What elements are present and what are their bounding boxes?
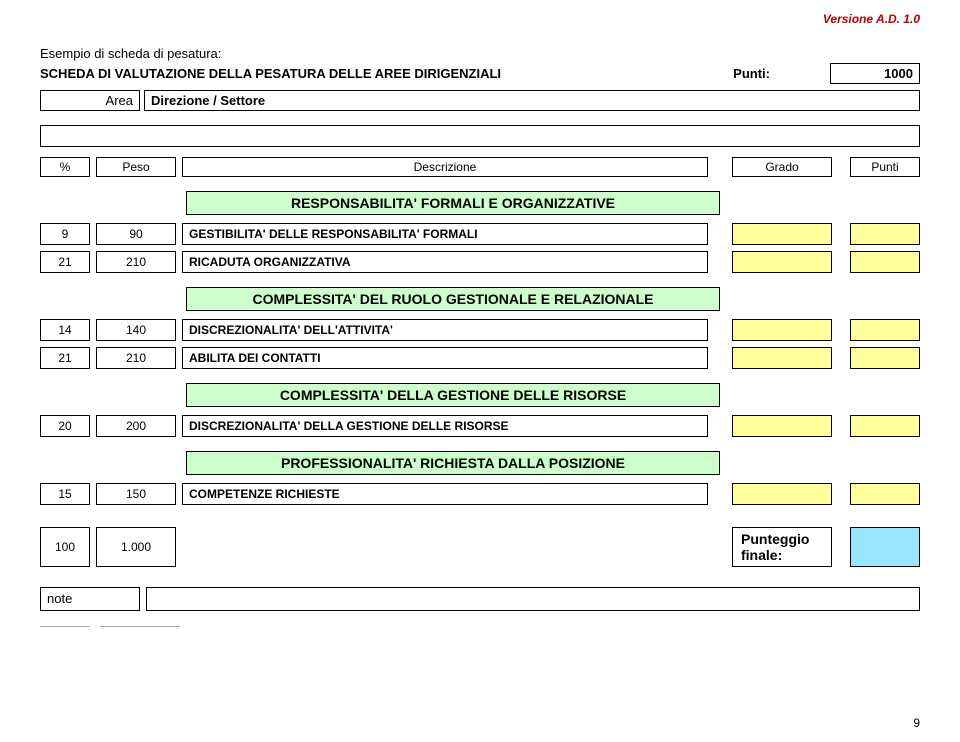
cell-peso: 150 (96, 483, 176, 505)
cell-punti[interactable] (850, 347, 920, 369)
section-header: PROFESSIONALITA' RICHIESTA DALLA POSIZIO… (40, 451, 920, 475)
area-label: Area (40, 90, 140, 111)
section-header: RESPONSABILITA' FORMALI E ORGANIZZATIVE (40, 191, 920, 215)
note-row: note (40, 587, 920, 611)
section-header: COMPLESSITA' DELLA GESTIONE DELLE RISORS… (40, 383, 920, 407)
cell-peso: 210 (96, 347, 176, 369)
cell-desc: COMPETENZE RICHIESTE (182, 483, 708, 505)
cell-punti[interactable] (850, 251, 920, 273)
cell-pct: 14 (40, 319, 90, 341)
section-title: COMPLESSITA' DEL RUOLO GESTIONALE E RELA… (186, 287, 720, 311)
cell-punti[interactable] (850, 483, 920, 505)
totals-row: 100 1.000 Punteggio finale: (40, 527, 920, 567)
cell-desc: GESTIBILITA' DELLE RESPONSABILITA' FORMA… (182, 223, 708, 245)
cell-grado[interactable] (732, 483, 832, 505)
cell-pct: 15 (40, 483, 90, 505)
cell-desc: ABILITA DEI CONTATTI (182, 347, 708, 369)
data-row: 15 150 COMPETENZE RICHIESTE (40, 483, 920, 505)
cell-grado[interactable] (732, 223, 832, 245)
punti-value: 1000 (830, 63, 920, 84)
section-title: RESPONSABILITA' FORMALI E ORGANIZZATIVE (186, 191, 720, 215)
data-row: 14 140 DISCREZIONALITA' DELL'ATTIVITA' (40, 319, 920, 341)
cell-grado[interactable] (732, 415, 832, 437)
cell-peso: 200 (96, 415, 176, 437)
cell-pct: 21 (40, 251, 90, 273)
cell-punti[interactable] (850, 415, 920, 437)
header-grado: Grado (732, 157, 832, 177)
data-row: 9 90 GESTIBILITA' DELLE RESPONSABILITA' FO… (40, 223, 920, 245)
cell-peso: 140 (96, 319, 176, 341)
note-box[interactable] (146, 587, 920, 611)
data-row: 21 210 ABILITA DEI CONTATTI (40, 347, 920, 369)
cell-desc: DISCREZIONALITA' DELL'ATTIVITA' (182, 319, 708, 341)
punti-label: Punti: (733, 66, 770, 81)
column-headers: % Peso Descrizione Grado Punti (40, 157, 920, 177)
area-row: Area Direzione / Settore (40, 90, 920, 111)
spacer-box (40, 125, 920, 147)
area-value: Direzione / Settore (144, 90, 920, 111)
final-score-label: Punteggio finale: (732, 527, 832, 567)
form-title: SCHEDA DI VALUTAZIONE DELLA PESATURA DEL… (40, 66, 713, 81)
cell-grado[interactable] (732, 319, 832, 341)
header-punti: Punti (850, 157, 920, 177)
section-header: COMPLESSITA' DEL RUOLO GESTIONALE E RELA… (40, 287, 920, 311)
note-label: note (40, 587, 140, 611)
bottom-strip (40, 617, 920, 627)
cell-punti[interactable] (850, 223, 920, 245)
cell-peso: 210 (96, 251, 176, 273)
cell-pct: 21 (40, 347, 90, 369)
header-peso: Peso (96, 157, 176, 177)
data-row: 20 200 DISCREZIONALITA' DELLA GESTIONE DEL… (40, 415, 920, 437)
cell-pct: 20 (40, 415, 90, 437)
data-row: 21 210 RICADUTA ORGANIZZATIVA (40, 251, 920, 273)
cell-pct: 9 (40, 223, 90, 245)
section-title: PROFESSIONALITA' RICHIESTA DALLA POSIZIO… (186, 451, 720, 475)
cell-desc: RICADUTA ORGANIZZATIVA (182, 251, 708, 273)
cell-grado[interactable] (732, 251, 832, 273)
header-desc: Descrizione (182, 157, 708, 177)
total-pct: 100 (40, 527, 90, 567)
cell-punti[interactable] (850, 319, 920, 341)
version-label: Versione A.D. 1.0 (823, 12, 920, 26)
intro-text: Esempio di scheda di pesatura: (40, 46, 920, 61)
title-row: SCHEDA DI VALUTAZIONE DELLA PESATURA DEL… (40, 63, 920, 84)
final-score-value (850, 527, 920, 567)
cell-grado[interactable] (732, 347, 832, 369)
section-title: COMPLESSITA' DELLA GESTIONE DELLE RISORS… (186, 383, 720, 407)
total-peso: 1.000 (96, 527, 176, 567)
header-pct: % (40, 157, 90, 177)
cell-peso: 90 (96, 223, 176, 245)
cell-desc: DISCREZIONALITA' DELLA GESTIONE DELLE RI… (182, 415, 708, 437)
page-number: 9 (913, 716, 920, 730)
